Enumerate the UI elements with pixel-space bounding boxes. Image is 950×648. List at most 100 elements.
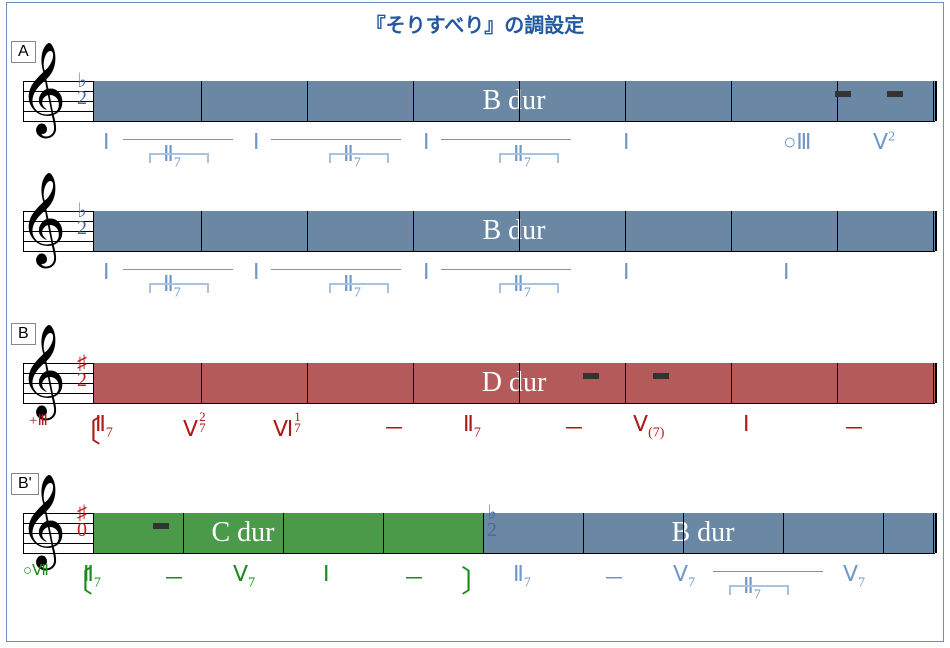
- chord-symbol: Ⅴ7: [673, 561, 695, 587]
- key-signature: ♯2: [75, 355, 89, 389]
- chord-symbol: ○Ⅲ: [783, 129, 811, 155]
- system-A1: B dur𝄞♭2ⅠⅡ7ⅠⅡ7ⅠⅡ7Ⅰ○ⅢⅤ2: [23, 73, 935, 167]
- pivot-label: +Ⅲ: [29, 411, 48, 430]
- key-region: D dur: [93, 363, 935, 403]
- chord-symbol: Ⅱ7: [463, 411, 481, 437]
- barline: [935, 211, 937, 251]
- barline: [201, 81, 202, 121]
- chord-symbol: Ⅰ: [253, 129, 260, 155]
- barline: [93, 81, 94, 121]
- rest-icon: [583, 373, 599, 379]
- barline: [519, 363, 520, 403]
- rest-icon: [153, 523, 169, 529]
- tonic-prolongation-line: [271, 139, 401, 140]
- barline: [731, 363, 732, 403]
- chord-symbol: Ⅰ: [103, 259, 110, 285]
- secondary-bracket: [329, 153, 389, 163]
- bracket-close-icon: 〕: [461, 557, 491, 601]
- staff: B dur𝄞♭2: [23, 73, 935, 127]
- key-signature: ♯0: [75, 505, 89, 539]
- barline: [519, 81, 520, 121]
- barline: [307, 81, 308, 121]
- barline: [625, 81, 626, 121]
- barline: [93, 211, 94, 251]
- chord-symbol: Ⅰ: [423, 129, 430, 155]
- chord-symbol: －: [403, 561, 425, 593]
- tonic-prolongation-line: [271, 269, 401, 270]
- barline: [201, 363, 202, 403]
- chord-symbol: Ⅴ(7): [633, 411, 664, 437]
- chord-symbol: Ⅰ: [323, 561, 330, 587]
- barline: [935, 363, 937, 403]
- rest-icon: [887, 91, 903, 97]
- tonic-prolongation-line: [441, 269, 571, 270]
- key-region-label: C dur: [212, 517, 275, 549]
- barline: [183, 513, 184, 553]
- key-signature: ♭2: [75, 203, 89, 237]
- tonic-prolongation-line: [123, 139, 233, 140]
- diagram-title: 『そりすべり』の調設定: [7, 3, 943, 40]
- chord-row: ○Ⅶ〔〕Ⅱ7－Ⅴ7Ⅰ－Ⅱ7－Ⅴ7Ⅱ7Ⅴ7: [23, 559, 935, 599]
- barline: [519, 211, 520, 251]
- barline: [307, 211, 308, 251]
- system-A2: B dur𝄞♭2ⅠⅡ7ⅠⅡ7ⅠⅡ7ⅠⅠ: [23, 203, 935, 297]
- diagram-frame: 『そりすべり』の調設定 A B B' B dur𝄞♭2ⅠⅡ7ⅠⅡ7ⅠⅡ7Ⅰ○ⅢⅤ…: [6, 2, 944, 642]
- key-region-label: B dur: [672, 517, 735, 549]
- barline: [283, 513, 284, 553]
- system-B: D dur𝄞♯2+Ⅲ〔Ⅱ7Ⅴ27Ⅵ17－Ⅱ7－Ⅴ(7)Ⅰ－: [23, 355, 935, 449]
- tonic-prolongation-line: [123, 269, 233, 270]
- barline: [731, 81, 732, 121]
- chord-symbol: Ⅵ17: [273, 411, 301, 442]
- barline: [933, 513, 934, 553]
- key-region: C dur: [93, 513, 483, 553]
- treble-clef-icon: 𝄞: [19, 49, 66, 129]
- barline: [93, 513, 94, 553]
- key-signature: ♭2: [75, 73, 89, 107]
- key-region: B dur: [93, 211, 935, 251]
- chord-symbol: Ⅰ: [623, 129, 630, 155]
- barline: [413, 211, 414, 251]
- barline: [307, 363, 308, 403]
- tonic-prolongation-line: [713, 571, 823, 572]
- rest-icon: [835, 91, 851, 97]
- barline: [201, 211, 202, 251]
- chord-symbol: －: [563, 411, 585, 443]
- secondary-bracket: [499, 283, 559, 293]
- chord-symbol: Ⅰ: [103, 129, 110, 155]
- barline: [933, 81, 934, 121]
- barline: [583, 513, 584, 553]
- barline: [883, 513, 884, 553]
- secondary-bracket: [729, 585, 789, 595]
- barline: [837, 211, 838, 251]
- chord-symbol: －: [383, 411, 405, 443]
- chord-row: +Ⅲ〔Ⅱ7Ⅴ27Ⅵ17－Ⅱ7－Ⅴ(7)Ⅰ－: [23, 409, 935, 449]
- key-signature-change: ♭2: [485, 505, 499, 539]
- barline: [837, 81, 838, 121]
- barline: [683, 513, 684, 553]
- barline: [731, 211, 732, 251]
- barline: [625, 363, 626, 403]
- barline: [935, 81, 937, 121]
- chord-symbol: Ⅰ: [423, 259, 430, 285]
- chord-symbol: Ⅰ: [743, 411, 750, 437]
- barline: [933, 363, 934, 403]
- barline: [413, 81, 414, 121]
- key-region-label: D dur: [482, 367, 547, 399]
- chord-symbol: －: [163, 561, 185, 593]
- key-region: B dur: [93, 81, 935, 121]
- chord-symbol: －: [843, 411, 865, 443]
- tonic-prolongation-line: [441, 139, 571, 140]
- barline: [837, 363, 838, 403]
- barline: [483, 513, 484, 553]
- barline: [383, 513, 384, 553]
- barline: [413, 363, 414, 403]
- chord-symbol: Ⅱ7: [83, 561, 101, 587]
- staff: D dur𝄞♯2: [23, 355, 935, 409]
- barline: [783, 513, 784, 553]
- system-Bp: C durB dur𝄞♯0♭2○Ⅶ〔〕Ⅱ7－Ⅴ7Ⅰ－Ⅱ7－Ⅴ7Ⅱ7Ⅴ7: [23, 505, 935, 599]
- chord-symbol: Ⅴ7: [843, 561, 865, 587]
- barline: [93, 363, 94, 403]
- treble-clef-icon: 𝄞: [19, 331, 66, 411]
- barline: [625, 211, 626, 251]
- chord-symbol: Ⅴ2: [873, 129, 895, 155]
